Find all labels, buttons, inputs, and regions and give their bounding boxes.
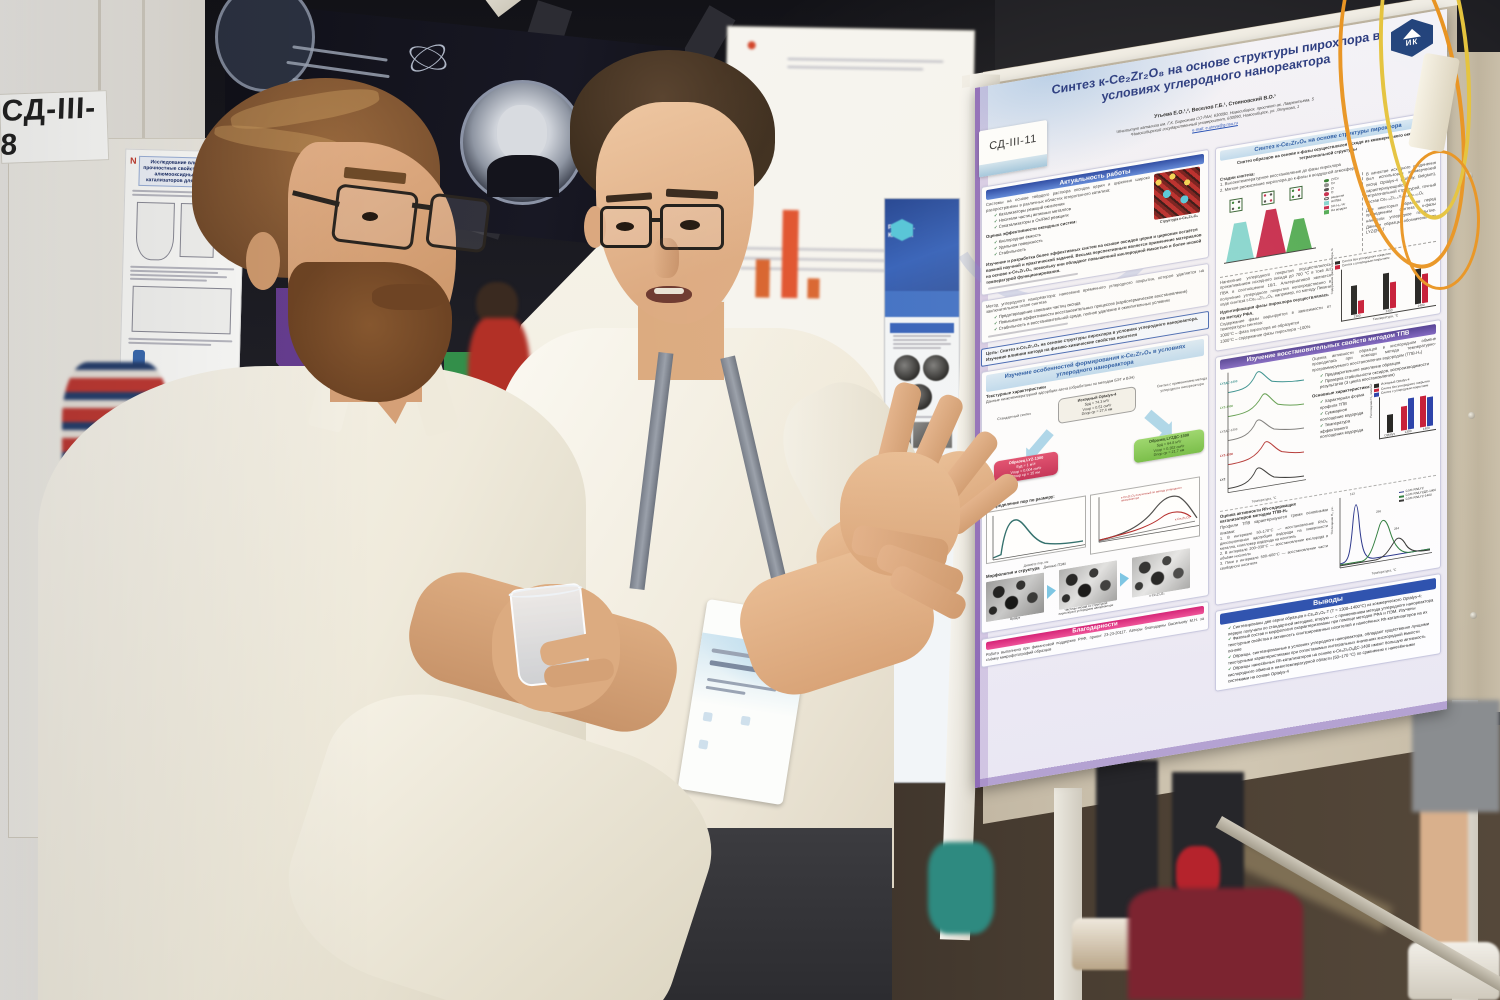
background-person-maroon <box>1128 888 1303 1000</box>
tpr-profiles-plot: LYZДС-1400 LYZ-1400 LYZДС-1300 LYZ-1300 … <box>1220 357 1308 509</box>
text-line <box>128 341 211 346</box>
rh-ylabel: Поглощение H₂, у.е. <box>1330 505 1334 535</box>
right-man-eye <box>616 222 634 231</box>
crystal-structure-image <box>1154 166 1200 221</box>
main-poster: Синтез к-Ce₂Zr₂O₈ на основе структуры пи… <box>919 9 1447 789</box>
h2-chart-ylabel: Поглощение H₂, ммоль/г <box>1369 382 1373 418</box>
pore-plot-2: к-Ce₂Zr₂O₈ полученный по методу углеродн… <box>1090 476 1200 555</box>
pore-plot-1: Диаметр пор, нм <box>986 495 1086 568</box>
phase-legend: Zr/Ce Ce Zr O вакансия Ar/ПВА 5% H₂ / Ar… <box>1324 173 1358 258</box>
right-man-nose <box>653 238 679 278</box>
bar-chart-ylabel: Содержание фазы пирохлора, % <box>1330 247 1335 295</box>
h2-chart-bars: Optalys 1300 1400 <box>1379 387 1436 440</box>
text-line <box>893 343 951 345</box>
text-line <box>893 339 948 341</box>
section-formation: Изучение особенностей формирования к-Ce₂… <box>981 334 1209 635</box>
blue-poster-subheader <box>885 291 959 317</box>
data-figure <box>131 285 232 335</box>
bar <box>1419 395 1426 428</box>
portrait-suit <box>487 155 559 197</box>
text-line <box>893 416 951 418</box>
left-route-label: Стандартный синтез <box>997 411 1031 422</box>
university-logo: N <box>129 155 137 166</box>
pore-curve <box>992 515 1085 561</box>
bar <box>1426 396 1433 427</box>
blue-poster-header: РАДИО… КАТАЛ… <box>885 199 959 291</box>
poster-marker-dot <box>747 41 756 50</box>
left-man-ear <box>246 232 280 290</box>
bar <box>781 209 799 299</box>
left-man-moustache <box>372 284 444 310</box>
pore-distribution-plots: Диаметр пор, нм к-Ce₂Zr₂O₈ полученный по… <box>986 476 1204 572</box>
text-line <box>787 65 924 71</box>
screw <box>1468 412 1475 419</box>
nanoreactor-sample-box: Образец LYZДС-1300 Sуд = 64.8 м²/г Vпор … <box>1134 428 1204 464</box>
teal-bag <box>928 842 994 934</box>
bar <box>1350 285 1357 315</box>
grey-shorts <box>1412 700 1500 812</box>
tem-arrow <box>1047 583 1056 599</box>
phase-diagram <box>1220 179 1320 275</box>
poster-right-column: Синтез к-Ce₂Zr₂O₈ на основе структуры пи… <box>1215 110 1441 742</box>
text-line <box>893 347 941 349</box>
tem-micrograph <box>894 355 920 381</box>
pore-curves <box>1098 495 1199 543</box>
right-man-eye <box>680 220 700 230</box>
section-tpv: Изучение восстановительных свойств метод… <box>1215 318 1441 606</box>
bar <box>1408 397 1415 430</box>
screw <box>1470 612 1477 619</box>
section-synthesis: Синтез к-Ce₂Zr₂O₈ на основе структуры пи… <box>1215 110 1441 352</box>
right-man-glasses-left-lens <box>600 206 652 248</box>
text-line <box>787 57 944 63</box>
tpr-curves <box>1227 370 1306 493</box>
bar <box>1401 405 1408 431</box>
left-man-glasses-right-lens <box>424 192 492 254</box>
bar <box>1382 272 1389 310</box>
left-man-eye <box>362 212 378 221</box>
bar <box>755 259 770 298</box>
tem-micrograph <box>923 355 949 381</box>
h2-uptake-bar-chart: Исходный Optalys-4 Синтез без углеродного… <box>1369 373 1436 440</box>
right-man-teeth <box>654 288 684 294</box>
left-stand-label-text: СД-III-8 <box>0 91 97 162</box>
badge-logo-square <box>740 715 751 726</box>
badge-logo-square <box>698 739 709 750</box>
portrait-head <box>497 105 547 161</box>
bar <box>807 278 820 299</box>
poster-left-column: Актуальность работы Системы на основе тв… <box>981 148 1209 781</box>
rh-peaks <box>1339 497 1432 569</box>
bar <box>1386 414 1393 433</box>
rh-tpr-plot: 113 256 284 0,5% Rh/LYZ 0,5% Rh/LYZДС-14… <box>1330 478 1436 582</box>
text-line <box>129 277 207 282</box>
chars-bullets: Характерная форма профиля ТПВ Суммарное … <box>1314 391 1371 442</box>
right-route-label: Синтез с применением метода углеродного … <box>1156 376 1208 393</box>
badge-logo-square <box>702 711 713 722</box>
tem-arrow <box>1120 571 1129 587</box>
section-band <box>890 323 954 333</box>
orange-cable-loop <box>1400 150 1480 290</box>
left-stand-label: СД-III-8 <box>0 90 110 164</box>
reactor-schematic <box>135 201 175 261</box>
source-sample-box: Исходный Optalys-4 Sуд = 74.3 м²/г Vпор … <box>1058 386 1136 425</box>
glasses-bridge <box>650 218 662 222</box>
bar <box>1389 282 1396 309</box>
text-line <box>893 335 951 337</box>
flow-arrow-right <box>1144 410 1170 434</box>
phase-chart <box>1224 185 1316 264</box>
hexagon-logo <box>891 219 913 241</box>
